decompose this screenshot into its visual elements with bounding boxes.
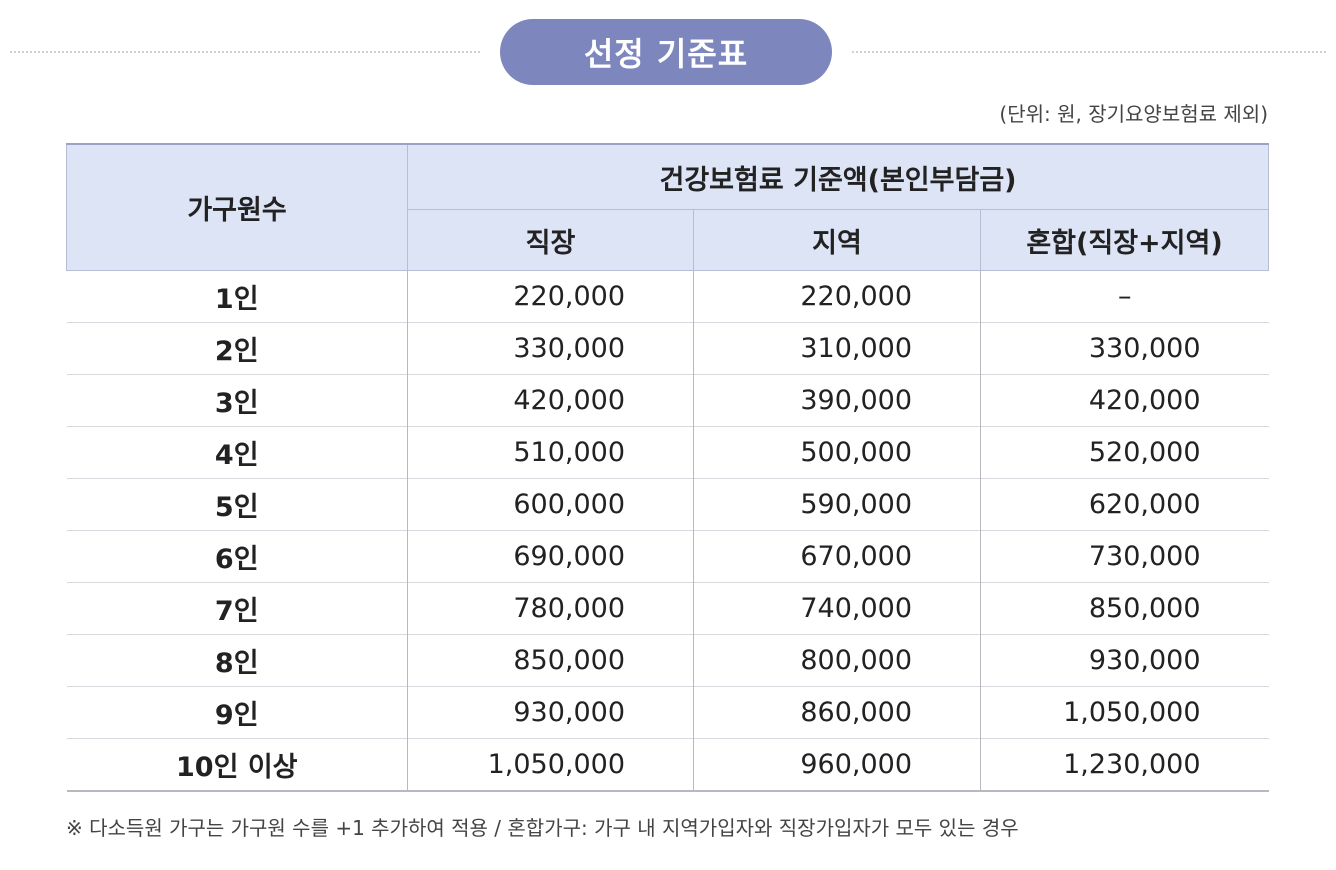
cell-jiyeok: 860,000 [693, 686, 981, 739]
table-row: 2인 330,000 310,000 330,000 [66, 322, 1269, 375]
table-row: 7인 780,000 740,000 850,000 [66, 582, 1269, 635]
header-jikjang: 직장 [407, 209, 694, 271]
cell-jikjang: 930,000 [407, 686, 694, 739]
cell-honhap: 420,000 [979, 374, 1269, 427]
table-row: 8인 850,000 800,000 930,000 [66, 634, 1269, 687]
cell-jiyeok: 310,000 [693, 322, 981, 375]
row-label: 8인 [66, 634, 408, 687]
table-row: 4인 510,000 500,000 520,000 [66, 426, 1269, 479]
divider-right [852, 51, 1326, 53]
row-label: 3인 [66, 374, 408, 427]
row-label: 1인 [66, 270, 408, 323]
header-household-size: 가구원수 [66, 143, 408, 271]
cell-jiyeok: 500,000 [693, 426, 981, 479]
unit-note: (단위: 원, 장기요양보험료 제외) [999, 102, 1268, 126]
table-row: 9인 930,000 860,000 1,050,000 [66, 686, 1269, 739]
table-row: 5인 600,000 590,000 620,000 [66, 478, 1269, 531]
row-label: 6인 [66, 530, 408, 583]
cell-honhap: 620,000 [979, 478, 1269, 531]
cell-honhap: 930,000 [979, 634, 1269, 687]
table-row: 10인 이상 1,050,000 960,000 1,230,000 [66, 738, 1269, 792]
row-label: 7인 [66, 582, 408, 635]
cell-honhap: – [979, 270, 1269, 323]
row-label: 4인 [66, 426, 408, 479]
cell-jiyeok: 670,000 [693, 530, 981, 583]
cell-honhap: 730,000 [979, 530, 1269, 583]
cell-jikjang: 850,000 [407, 634, 694, 687]
cell-jiyeok: 390,000 [693, 374, 981, 427]
title-bar: 선정 기준표 [0, 0, 1336, 100]
cell-jikjang: 690,000 [407, 530, 694, 583]
cell-honhap: 1,230,000 [979, 738, 1269, 792]
table-row: 6인 690,000 670,000 730,000 [66, 530, 1269, 583]
cell-honhap: 330,000 [979, 322, 1269, 375]
divider-left [10, 51, 480, 53]
row-label: 9인 [66, 686, 408, 739]
row-label: 2인 [66, 322, 408, 375]
cell-honhap: 520,000 [979, 426, 1269, 479]
cell-jikjang: 220,000 [407, 270, 694, 323]
cell-jikjang: 1,050,000 [407, 738, 694, 792]
cell-jiyeok: 740,000 [693, 582, 981, 635]
cell-jikjang: 780,000 [407, 582, 694, 635]
criteria-table: 가구원수 건강보험료 기준액(본인부담금) 직장 지역 혼합(직장+지역) 1인… [66, 143, 1270, 792]
cell-jikjang: 330,000 [407, 322, 694, 375]
table-row: 3인 420,000 390,000 420,000 [66, 374, 1269, 427]
table-row: 1인 220,000 220,000 – [66, 270, 1269, 323]
cell-jikjang: 510,000 [407, 426, 694, 479]
header-jiyeok: 지역 [693, 209, 981, 271]
cell-honhap: 1,050,000 [979, 686, 1269, 739]
cell-jikjang: 600,000 [407, 478, 694, 531]
header-honhap: 혼합(직장+지역) [979, 209, 1270, 271]
cell-jiyeok: 800,000 [693, 634, 981, 687]
footnote: ※ 다소득원 가구는 가구원 수를 +1 추가하여 적용 / 혼합가구: 가구 … [66, 816, 1019, 840]
cell-jiyeok: 960,000 [693, 738, 981, 792]
cell-jikjang: 420,000 [407, 374, 694, 427]
row-label: 5인 [66, 478, 408, 531]
row-label: 10인 이상 [66, 738, 408, 792]
header-premium-group: 건강보험료 기준액(본인부담금) [406, 143, 1270, 210]
cell-jiyeok: 220,000 [693, 270, 981, 323]
cell-jiyeok: 590,000 [693, 478, 981, 531]
cell-honhap: 850,000 [979, 582, 1269, 635]
page-title: 선정 기준표 [500, 19, 832, 85]
